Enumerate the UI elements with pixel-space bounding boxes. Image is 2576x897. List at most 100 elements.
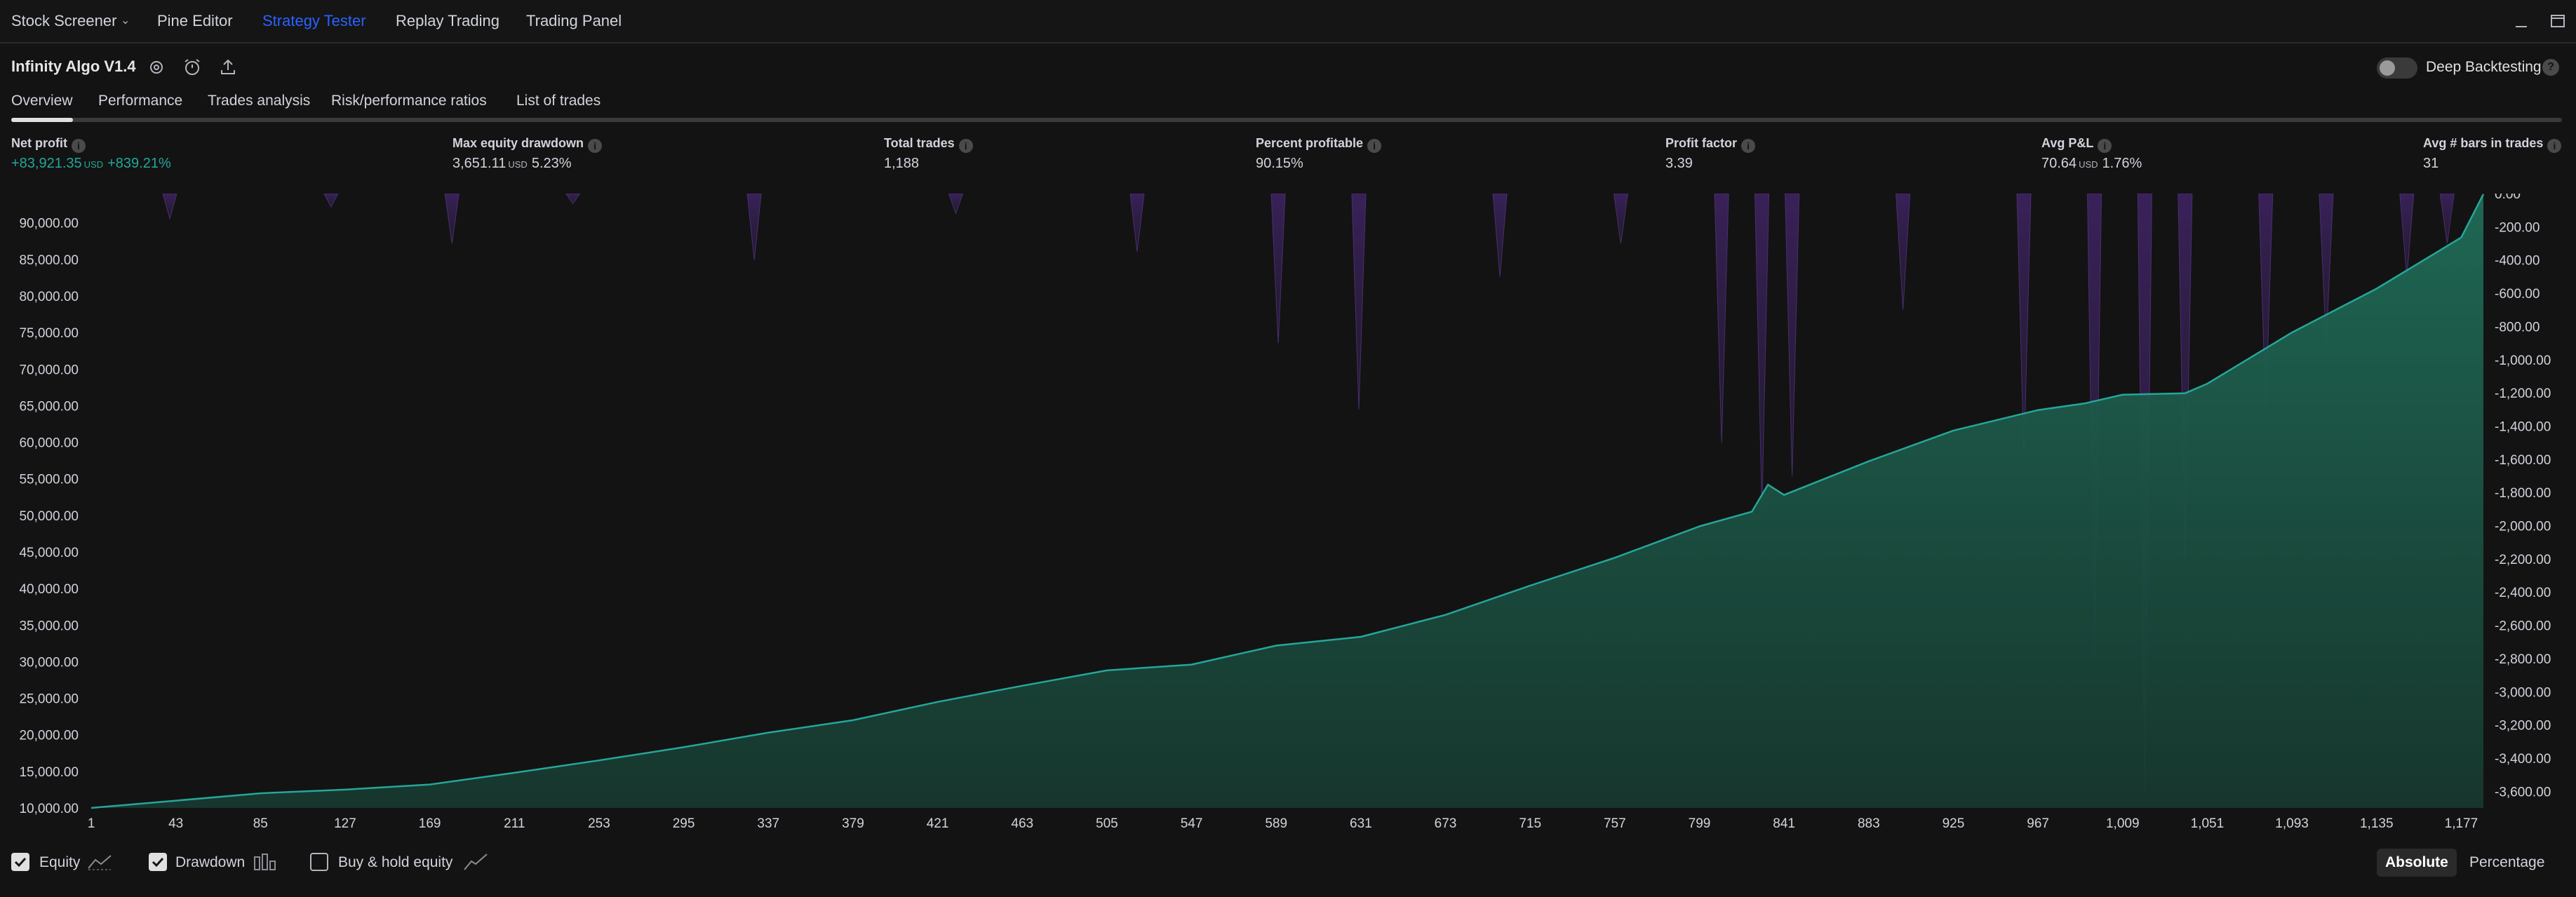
subtab-overview[interactable]: Overview [11, 93, 73, 109]
help-icon[interactable]: ? [2542, 59, 2559, 76]
equity-tick-label: 60,000.00 [19, 436, 79, 451]
drawdown-spike [444, 194, 459, 244]
trade-tick-label: 967 [2027, 816, 2049, 831]
tab-pine-editor[interactable]: Pine Editor [157, 12, 233, 29]
buy-hold-checkbox[interactable] [310, 853, 328, 871]
equity-checkbox[interactable] [11, 853, 29, 871]
drawdown-spike [1351, 194, 1367, 410]
drawdown-spike [2258, 194, 2274, 410]
equity-tick-label: 90,000.00 [19, 217, 79, 231]
deep-backtesting-label: Deep Backtesting [2426, 59, 2542, 75]
metric-label: Avg # bars in trades [2423, 136, 2544, 150]
drawdown-spike [323, 194, 339, 208]
info-icon[interactable]: i [958, 139, 973, 153]
metric-avg-bars: Avg # bars in trades i 31 [2423, 135, 2562, 172]
equity-tick-label: 50,000.00 [19, 509, 79, 524]
equity-area [91, 194, 2483, 808]
info-icon[interactable]: i [72, 139, 86, 153]
drawdown-tick-label: -600.00 [2495, 287, 2540, 302]
metric-unit: USD [508, 159, 528, 170]
metric-value: 3,651.11 [452, 156, 507, 171]
info-icon[interactable]: i [2547, 139, 2562, 153]
drawdown-spike [1785, 194, 1800, 476]
equity-tick-label: 15,000.00 [19, 765, 79, 780]
trade-tick-label: 1,177 [2445, 816, 2478, 831]
drawdown-tick-label: -800.00 [2495, 320, 2540, 335]
drawdown-spike [162, 194, 177, 220]
trade-tick-label: 85 [253, 816, 268, 831]
trade-tick-label: 1,093 [2275, 816, 2309, 831]
equity-tick-label: 20,000.00 [19, 729, 79, 743]
drawdown-spike [2399, 194, 2415, 277]
trade-tick-label: 337 [757, 816, 779, 831]
strategy-header: Infinity Algo V1.4 Deep Backtesting ? [0, 43, 2576, 93]
drawdown-tick-label: -1,200.00 [2495, 386, 2551, 401]
drawdown-tick-label: -3,200.00 [2495, 719, 2551, 734]
metric-label: Profit factor [1665, 136, 1738, 150]
trade-tick-label: 379 [842, 816, 864, 831]
trade-tick-label: 631 [1350, 816, 1372, 831]
drawdown-tick-label: -3,600.00 [2495, 785, 2551, 800]
metric-max-drawdown: Max equity drawdown i 3,651.11 USD 5.23% [452, 135, 603, 172]
percentage-mode-button[interactable]: Percentage [2469, 854, 2545, 870]
subtab-trades-analysis[interactable]: Trades analysis [208, 93, 311, 109]
deep-backtesting-toggle[interactable] [2377, 58, 2417, 79]
drawdown-spike [1492, 194, 1508, 277]
drawdown-axis: 0.00 -200.00 -400.00 -600.00 -800.00 -1,000.0… [2495, 194, 2551, 800]
metric-unit: USD [83, 159, 104, 170]
metric-unit: USD [2079, 159, 2098, 170]
trade-tick-label: 715 [1519, 816, 1541, 831]
metric-value: 70.64 [2041, 156, 2077, 171]
maximize-icon[interactable] [2547, 10, 2569, 32]
info-icon[interactable]: i [2098, 139, 2112, 153]
tab-replay-trading[interactable]: Replay Trading [396, 12, 499, 29]
checkmark-icon [152, 857, 164, 868]
checkmark-icon [14, 857, 27, 868]
tab-trading-panel[interactable]: Trading Panel [526, 12, 622, 29]
info-icon[interactable]: i [1741, 139, 1756, 153]
trade-tick-label: 547 [1181, 816, 1203, 831]
export-icon[interactable] [217, 56, 239, 79]
trade-tick-label: 589 [1265, 816, 1287, 831]
equity-tick-label: 35,000.00 [19, 619, 79, 633]
equity-axis: 90,000.00 85,000.00 80,000.00 75,000.00 70,0… [19, 217, 79, 816]
minimize-icon[interactable] [2510, 10, 2533, 32]
info-icon[interactable]: i [1367, 139, 1382, 153]
drawdown-tick-label: -2,400.00 [2495, 586, 2551, 600]
subtab-performance[interactable]: Performance [98, 93, 183, 109]
drawdown-tick-label: -1,800.00 [2495, 486, 2551, 501]
tab-strategy-tester[interactable]: Strategy Tester [262, 12, 366, 29]
alarm-clock-icon[interactable] [181, 56, 203, 79]
metric-percent: 1.76% [2102, 156, 2142, 171]
metric-total-trades: Total trades i 1,188 [884, 135, 973, 172]
metric-label: Max equity drawdown [452, 136, 584, 150]
metric-value: 3.39 [1665, 156, 1693, 171]
settings-icon[interactable] [145, 56, 168, 79]
equity-tick-label: 65,000.00 [19, 399, 79, 414]
tab-stock-screener[interactable]: Stock Screener [11, 12, 117, 29]
chevron-down-icon[interactable]: ⌄ [121, 15, 130, 27]
drawdown-tick-label: 0.00 [2495, 194, 2521, 202]
subtab-list-of-trades[interactable]: List of trades [516, 93, 601, 109]
equity-series [90, 194, 2485, 809]
metric-value: 90.15% [1256, 156, 1303, 171]
equity-chart[interactable]: 90,000.00 85,000.00 80,000.00 75,000.00 70,0… [0, 194, 2576, 839]
drawdown-tick-label: -1,400.00 [2495, 419, 2551, 434]
trade-tick-label: 43 [168, 816, 183, 831]
metric-label: Avg P&L [2041, 136, 2094, 150]
absolute-mode-button[interactable]: Absolute [2377, 849, 2457, 877]
drawdown-checkbox[interactable] [149, 853, 167, 871]
trade-tick-label: 295 [673, 816, 695, 831]
drawdown-tick-label: -3,000.00 [2495, 685, 2551, 700]
drawdown-spike [1129, 194, 1145, 252]
equity-tick-label: 55,000.00 [19, 473, 79, 487]
equity-tick-label: 70,000.00 [19, 363, 79, 377]
subtab-risk-performance-ratios[interactable]: Risk/performance ratios [331, 93, 487, 109]
trade-tick-label: 463 [1011, 816, 1033, 831]
metric-label: Total trades [884, 136, 955, 150]
drawdown-tick-label: -3,400.00 [2495, 752, 2551, 767]
equity-tick-label: 45,000.00 [19, 546, 79, 560]
info-icon[interactable]: i [588, 139, 603, 153]
bar-chart-icon [254, 854, 276, 870]
trade-tick-label: 1 [88, 816, 95, 831]
